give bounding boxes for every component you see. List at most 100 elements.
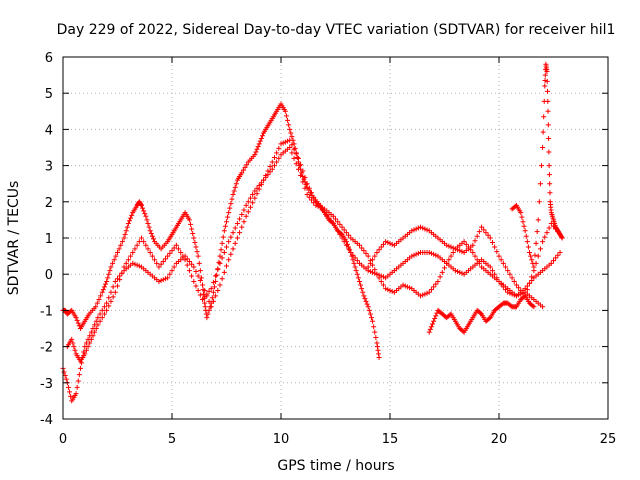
grid: [63, 57, 608, 419]
data-point: [128, 253, 134, 259]
data-point: [372, 267, 378, 273]
data-point: [383, 286, 389, 292]
data-point: [130, 260, 136, 266]
data-point: [85, 344, 91, 350]
data-point: [134, 242, 140, 248]
data-point: [368, 315, 374, 321]
y-tick-label: 6: [45, 51, 53, 66]
data-point: [254, 191, 260, 197]
data-point: [202, 300, 208, 306]
data-point: [195, 287, 201, 293]
data-point: [529, 257, 535, 263]
data-point: [119, 270, 125, 276]
data-point: [250, 200, 256, 206]
data-point: [432, 316, 438, 322]
data-point: [143, 242, 149, 248]
data-point: [130, 249, 136, 255]
data-point: [455, 268, 461, 274]
data-point: [378, 278, 384, 284]
data-point: [540, 145, 546, 150]
data-point: [145, 246, 151, 252]
data-point: [149, 253, 155, 259]
data-point: [428, 324, 434, 330]
data-point: [351, 260, 357, 266]
data-point: [512, 203, 518, 209]
data-point: [365, 304, 371, 310]
data-point: [184, 262, 190, 268]
data-point: [215, 287, 221, 293]
data-point: [529, 274, 535, 280]
data-point: [337, 221, 343, 227]
data-point: [224, 219, 229, 225]
data-point: [306, 185, 312, 191]
data-point: [428, 250, 434, 256]
data-point: [311, 194, 317, 200]
data-point: [138, 202, 144, 208]
data-point: [359, 245, 365, 251]
data-point: [92, 329, 98, 335]
data-point: [73, 391, 79, 397]
x-tick-label: 0: [59, 432, 67, 447]
data-point: [88, 336, 94, 342]
data-point: [156, 278, 162, 284]
data-point: [372, 329, 378, 335]
data-point: [520, 290, 526, 296]
data-point: [385, 287, 391, 293]
data-point: [104, 300, 110, 306]
data-point: [291, 141, 297, 147]
data-point: [95, 315, 101, 321]
data-point: [180, 253, 186, 259]
data-point: [116, 246, 122, 252]
data-point: [232, 240, 238, 246]
data-point: [459, 249, 465, 255]
data-point: [371, 324, 377, 330]
data-point: [427, 326, 433, 332]
data-point: [252, 152, 258, 158]
data-point: [276, 155, 282, 161]
data-point: [542, 72, 548, 78]
data-point: [234, 235, 240, 241]
data-point: [540, 304, 546, 310]
data-point: [200, 282, 206, 288]
y-tick-label: 1: [45, 232, 53, 247]
data-point: [212, 284, 218, 290]
data-point: [285, 138, 291, 144]
data-point: [239, 211, 245, 217]
data-point: [545, 98, 551, 104]
data-point: [83, 347, 89, 353]
data-point: [165, 275, 171, 281]
data-point: [214, 272, 220, 278]
data-point: [309, 190, 315, 196]
data-point: [227, 205, 233, 211]
data-point: [289, 134, 295, 140]
data-point: [330, 221, 336, 227]
data-point: [309, 197, 315, 203]
data-point: [210, 298, 216, 304]
data-point: [335, 228, 341, 234]
x-axis-label: GPS time / hours: [277, 458, 394, 474]
data-point: [448, 253, 454, 259]
data-point: [483, 230, 489, 236]
data-point: [146, 224, 152, 230]
data-point: [541, 114, 547, 120]
data-point: [347, 247, 353, 253]
data-point: [221, 228, 227, 234]
data-point: [302, 185, 308, 191]
data-point: [197, 278, 203, 284]
data-point: [470, 249, 476, 255]
series-track-f: [509, 61, 565, 270]
data-point: [540, 129, 546, 135]
data-points: [60, 61, 565, 404]
data-point: [205, 311, 211, 317]
data-point: [437, 274, 443, 280]
data-point: [404, 284, 410, 290]
data-point: [295, 155, 301, 161]
data-point: [487, 264, 493, 270]
data-point: [486, 316, 492, 322]
data-point: [224, 263, 229, 269]
data-point: [134, 262, 140, 268]
data-point: [99, 307, 105, 313]
x-tick-label: 25: [600, 432, 617, 447]
data-point: [328, 218, 334, 224]
data-point: [233, 181, 239, 187]
